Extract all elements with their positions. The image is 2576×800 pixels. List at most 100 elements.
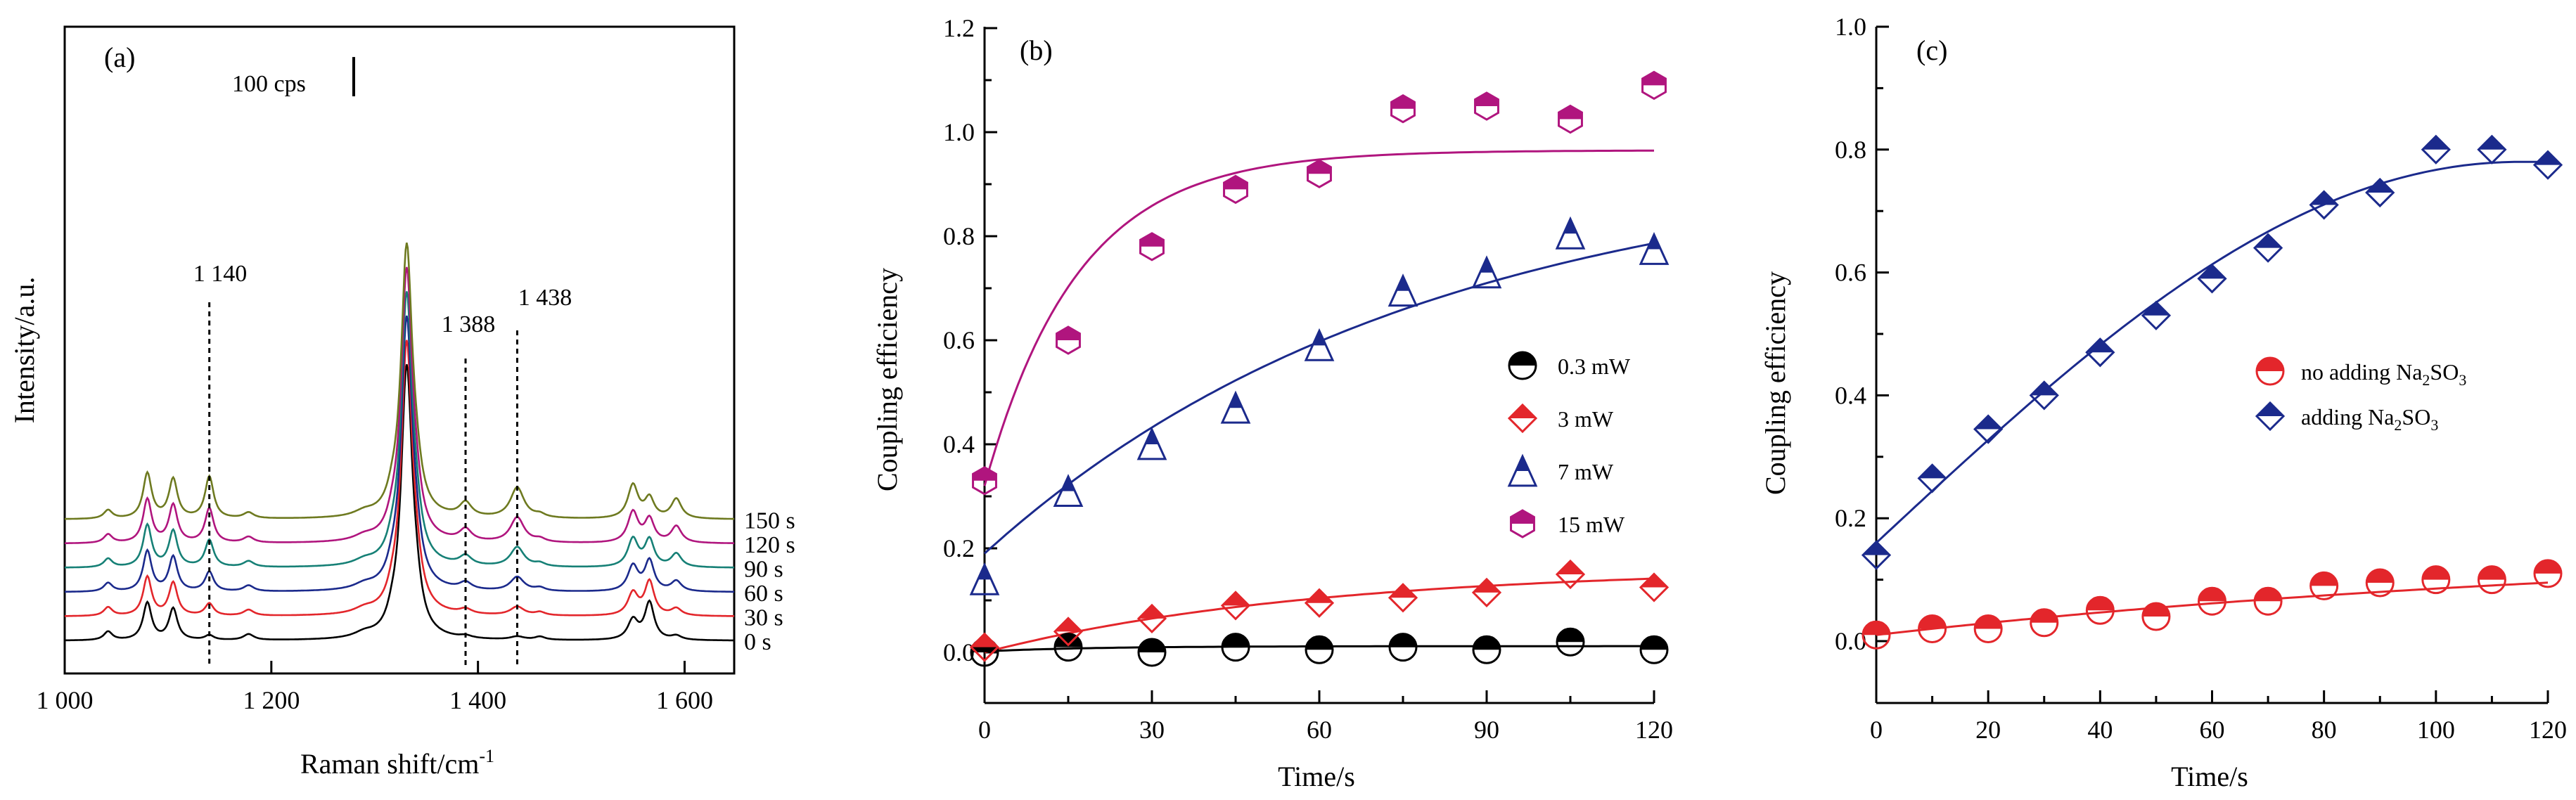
marker-fill	[1222, 592, 1249, 606]
y-tick-label: 0.4	[943, 430, 975, 458]
data-point-marker	[1508, 351, 1537, 380]
data-point-marker	[1639, 635, 1669, 664]
data-point-marker	[2365, 177, 2395, 208]
x-tick-label: 0	[1870, 716, 1883, 744]
marker-outline	[1555, 559, 1586, 590]
legend-subscript: 3	[2459, 371, 2466, 389]
data-point-marker	[1388, 633, 1418, 662]
legend-entry-label: 15 mW	[1558, 512, 1625, 537]
data-point-marker	[1471, 577, 1502, 608]
data-point-marker	[1053, 617, 1084, 647]
marker-outline	[2477, 565, 2506, 595]
marker-fill	[1509, 405, 1536, 418]
data-point-marker	[2141, 602, 2171, 631]
marker-fill	[2198, 265, 2226, 279]
data-point-marker	[2365, 568, 2395, 598]
marker-outline	[1471, 577, 1502, 608]
marker-fill	[2310, 572, 2338, 586]
marker-outline	[1221, 633, 1250, 662]
marker-outline	[1508, 351, 1537, 380]
marker-fill	[1975, 615, 2002, 629]
panel-b-y-axis-label: Coupling efficiency	[871, 268, 903, 491]
marker-fill	[1391, 95, 1415, 109]
marker-outline	[2253, 586, 2283, 616]
marker-outline	[1307, 159, 1332, 188]
x-tick-label: 120	[1635, 716, 1673, 744]
marker-outline	[1474, 91, 1499, 121]
data-point-marker	[2085, 337, 2115, 368]
marker-fill	[1145, 430, 1159, 444]
marker-fill	[1061, 476, 1075, 491]
marker-fill	[1509, 352, 1536, 366]
marker-outline	[1639, 635, 1669, 664]
marker-outline	[1136, 427, 1167, 460]
marker-fill	[1307, 160, 1331, 174]
marker-outline	[2030, 608, 2059, 638]
marker-fill	[2142, 603, 2170, 617]
x-tick-label: 120	[2529, 716, 2567, 744]
marker-fill	[1642, 72, 1666, 86]
marker-fill	[1563, 219, 1577, 234]
data-point-marker	[1307, 159, 1332, 188]
marker-fill	[1557, 628, 1584, 643]
data-point-marker	[1861, 540, 1892, 570]
marker-fill	[1557, 561, 1584, 574]
data-point-marker	[2253, 233, 2283, 263]
data-point-marker	[1507, 453, 1538, 487]
panel-a-x-ticks: 1 000 1 200 1 400 1 600	[37, 661, 713, 714]
data-point-marker	[2085, 595, 2115, 625]
marker-outline	[2085, 595, 2115, 625]
panel-a: (a) 1 000 1 200 1 400 1 600 0 s30 s60 s90 s…	[8, 25, 795, 780]
panel-a-x-tick-label: 1 200	[243, 686, 300, 714]
x-tick-label: 20	[1975, 716, 2001, 744]
legend-entry-label: 3 mW	[1558, 406, 1614, 432]
marker-outline	[1472, 635, 1501, 664]
fit-line	[1875, 160, 2548, 544]
marker-outline	[1304, 328, 1335, 361]
data-point-marker	[1388, 583, 1418, 613]
marker-outline	[1510, 509, 1535, 538]
marker-fill	[2142, 302, 2170, 316]
marker-fill	[1641, 636, 1667, 650]
marker-fill	[2422, 566, 2449, 580]
data-point-marker	[1220, 591, 1251, 621]
y-tick-label: 1.2	[943, 14, 975, 42]
marker-outline	[2141, 602, 2171, 631]
marker-fill	[1475, 93, 1499, 106]
marker-fill	[1516, 456, 1530, 471]
x-tick-label: 30	[1139, 716, 1165, 744]
data-point-marker	[1639, 231, 1670, 265]
marker-fill	[1558, 105, 1582, 120]
panel-a-series-label: 120 s	[744, 532, 795, 558]
panel-a-spectrum-line	[65, 340, 735, 617]
marker-outline	[1139, 232, 1165, 262]
panel-a-peak-label: 1 388	[442, 311, 496, 337]
marker-outline	[1137, 638, 1167, 667]
y-tick-label: 0.4	[1835, 381, 1866, 409]
marker-fill	[2030, 382, 2058, 396]
data-point-marker	[2255, 356, 2285, 386]
panel-b-fit-lines	[983, 149, 1655, 654]
data-point-marker	[1558, 104, 1583, 134]
data-point-marker	[1304, 588, 1335, 618]
data-point-marker	[2198, 586, 2226, 616]
marker-fill	[2255, 234, 2282, 248]
panel-b-legend: 0.3 mW 3 mW 7 mW 15 mW	[1507, 351, 1631, 538]
legend-entry-label: 7 mW	[1558, 459, 1614, 484]
panel-a-series-label: 30 s	[744, 605, 783, 631]
panel-b-data-points	[969, 70, 1670, 667]
panel-a-series-label: 60 s	[744, 581, 783, 607]
marker-outline	[1471, 255, 1502, 289]
fit-line	[983, 242, 1655, 555]
y-tick-label: 0.2	[943, 534, 975, 562]
data-point-marker	[1917, 463, 1947, 493]
marker-outline	[1388, 583, 1418, 613]
marker-outline	[1973, 614, 2003, 644]
panel-a-spectrum-line	[65, 266, 734, 544]
data-point-marker	[969, 632, 1000, 662]
x-tick-label: 100	[2417, 716, 2455, 744]
data-point-marker	[1139, 232, 1165, 262]
panel-a-label: (a)	[104, 41, 135, 73]
panel-a-x-tick-label: 1 600	[656, 686, 713, 714]
marker-fill	[2087, 597, 2114, 611]
